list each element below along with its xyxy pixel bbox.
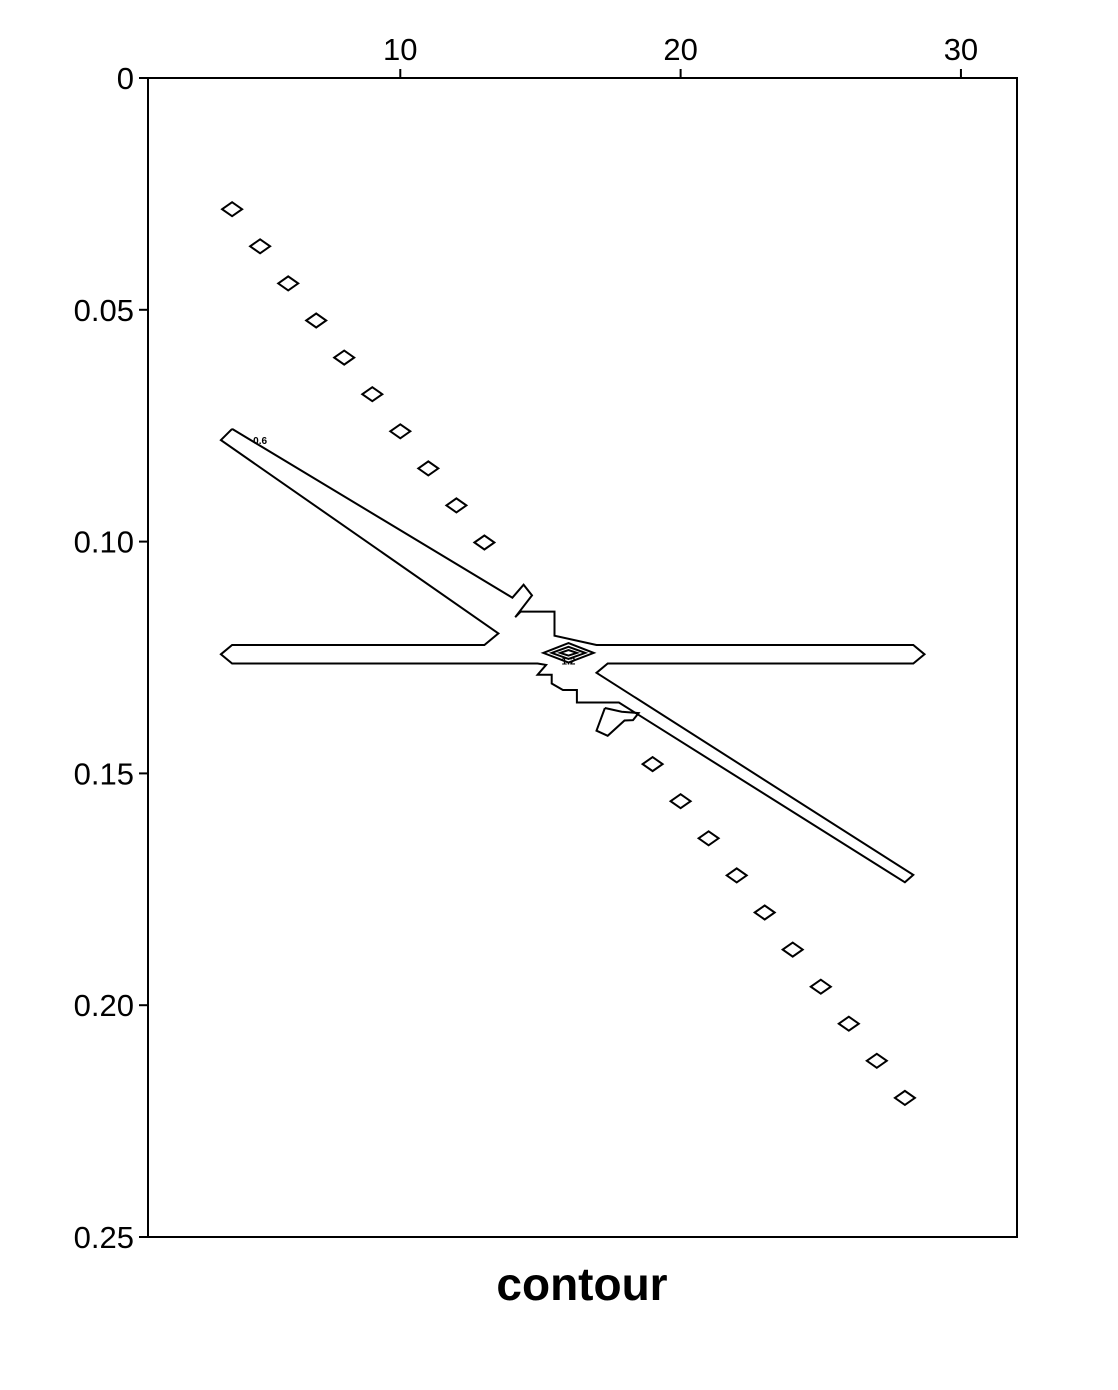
diamond-contours <box>220 200 917 1107</box>
diamond-contour <box>416 460 441 477</box>
diamond-contour <box>724 867 749 884</box>
center-ring <box>548 645 589 660</box>
y-tick-label: 0.10 <box>74 525 134 560</box>
center-ring <box>556 649 581 657</box>
center-rings <box>540 642 597 664</box>
x-tick-label: 20 <box>663 32 697 67</box>
center-ring <box>540 642 597 664</box>
y-tick-label: 0 <box>117 61 134 96</box>
diamond-contour <box>248 238 272 255</box>
diamond-contour <box>696 830 721 847</box>
diamond-contour <box>332 349 356 366</box>
diamond-contour <box>780 941 805 958</box>
y-tick-label: 0.05 <box>74 293 134 328</box>
axes: 10 20 30 0 0.05 0.10 0.15 0.20 0.25 <box>74 32 979 1255</box>
x-tick-label: 30 <box>944 32 978 67</box>
y-tick-label: 0.15 <box>74 756 134 791</box>
chart-title: contour <box>496 1258 667 1310</box>
contour-level-label: 1.2 <box>562 656 576 667</box>
contour-level-label: 0.6 <box>253 436 267 447</box>
contour-lower-notch <box>595 707 641 737</box>
diamond-contour <box>276 275 300 292</box>
diamond-contour <box>865 1052 889 1070</box>
diamond-contour <box>752 904 777 921</box>
diamond-contour <box>360 385 385 403</box>
contour-lines <box>219 428 927 884</box>
diamond-contour <box>837 1015 861 1032</box>
plot-frame <box>147 77 1018 1238</box>
y-tick-label: 0.25 <box>74 1220 134 1255</box>
y-tick-label: 0.20 <box>74 988 134 1023</box>
diamond-contour <box>893 1089 917 1107</box>
diamond-contour <box>809 978 833 995</box>
diamond-contour <box>640 755 665 773</box>
diamond-contour <box>304 312 328 329</box>
diamond-contour <box>668 792 693 810</box>
contour-upper-branch-ring <box>219 428 927 884</box>
diamond-contour <box>444 497 469 514</box>
x-tick-label: 10 <box>383 32 417 67</box>
diamond-contour <box>472 534 497 551</box>
contour-labels: 0.6 1.2 <box>253 436 576 667</box>
diamond-contour <box>388 423 413 440</box>
diamond-contour <box>220 200 244 218</box>
